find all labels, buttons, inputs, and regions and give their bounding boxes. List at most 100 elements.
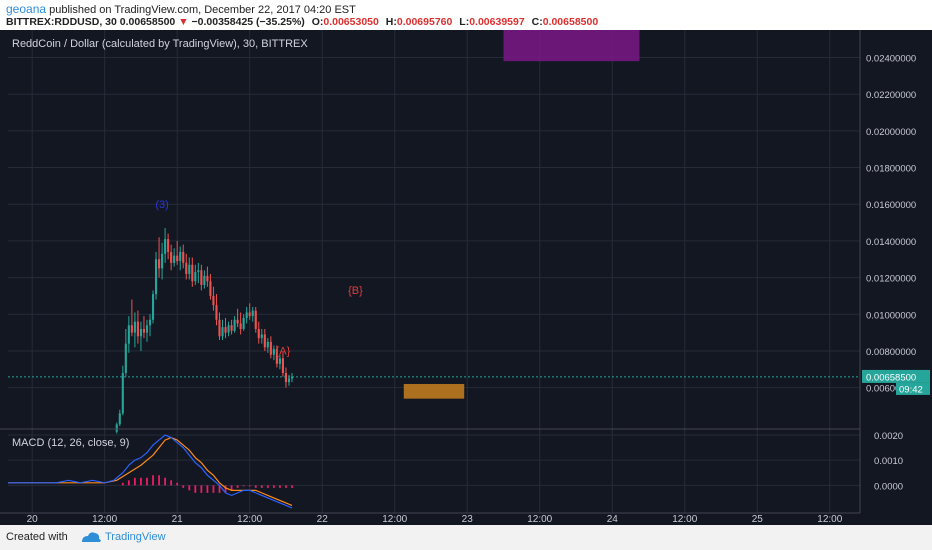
- author-link[interactable]: geoana: [6, 2, 46, 16]
- time-tick-label: 22: [317, 514, 329, 525]
- candle-body: [203, 276, 205, 285]
- candle-body: [258, 329, 260, 338]
- price-tick-label: 0.00800000: [866, 347, 916, 358]
- wave-label: {A}: [276, 346, 291, 358]
- candle-body: [209, 281, 211, 296]
- candle-body: [194, 272, 196, 281]
- macd-histogram-bar: [243, 485, 245, 486]
- candle-body: [234, 320, 236, 331]
- created-with-text: Created with: [6, 531, 68, 543]
- price-tick-label: 0.02000000: [866, 127, 916, 138]
- candle-body: [279, 358, 281, 364]
- candle-body: [255, 311, 257, 329]
- down-arrow-icon: ▼: [178, 16, 188, 28]
- candle-body: [188, 265, 190, 274]
- time-tick-label: 24: [607, 514, 619, 525]
- candle-body: [288, 378, 290, 382]
- candle-body: [224, 327, 226, 333]
- macd-histogram-bar: [200, 485, 202, 493]
- tradingview-logo-icon[interactable]: [80, 528, 102, 549]
- candle-body: [116, 424, 118, 431]
- support-zone: [404, 384, 464, 399]
- candle-body: [167, 239, 169, 252]
- macd-histogram-bar: [188, 485, 190, 490]
- candle-body: [212, 296, 214, 305]
- candle-body: [185, 263, 187, 274]
- candle-body: [149, 320, 151, 326]
- candle-body: [152, 294, 154, 320]
- tradingview-brand[interactable]: TradingView: [105, 531, 166, 543]
- time-tick-label: 25: [752, 514, 764, 525]
- publish-line: geoana published on TradingView.com, Dec…: [6, 2, 356, 16]
- time-tick-label: 12:00: [92, 514, 117, 525]
- close-label: C:: [532, 16, 543, 28]
- publish-info: published on TradingView.com, December 2…: [46, 4, 356, 16]
- candle-body: [231, 325, 233, 331]
- macd-histogram-bar: [134, 478, 136, 486]
- high-label: H:: [386, 16, 397, 28]
- candle-body: [197, 270, 199, 272]
- time-tick-label: 20: [27, 514, 39, 525]
- candle-body: [122, 373, 124, 413]
- candle-body: [221, 327, 223, 336]
- chart-header: geoana published on TradingView.com, Dec…: [0, 0, 932, 30]
- macd-histogram-bar: [164, 478, 166, 486]
- macd-histogram-bar: [213, 485, 215, 493]
- candle-body: [146, 325, 148, 332]
- close-value: 0.00658500: [543, 16, 598, 28]
- low-value: 0.00639597: [469, 16, 524, 28]
- candle-body: [206, 276, 208, 282]
- candle-body: [131, 325, 133, 332]
- candle-body: [246, 312, 248, 318]
- candle-body: [227, 325, 229, 332]
- candle-body: [143, 329, 145, 333]
- candle-body: [267, 342, 269, 348]
- candle-body: [176, 256, 178, 262]
- macd-tick-label: 0.0000: [874, 481, 903, 492]
- candle-body: [140, 329, 142, 336]
- price-tick-label: 0.01000000: [866, 310, 916, 321]
- candle-body: [285, 373, 287, 382]
- price-change: −0.00358425 (−35.25%): [192, 16, 305, 28]
- time-tick-label: 12:00: [527, 514, 552, 525]
- macd-histogram-bar: [267, 485, 269, 488]
- time-tick-label: 23: [462, 514, 474, 525]
- macd-tick-label: 0.0010: [874, 456, 903, 467]
- candle-body: [243, 318, 245, 329]
- macd-histogram-bar: [194, 485, 196, 493]
- price-tick-label: 0.01200000: [866, 274, 916, 285]
- chart-area[interactable]: (3) {B} {A} 0.00600000 0.00800000 0.01000000…: [0, 30, 932, 525]
- macd-histogram-bar: [146, 478, 148, 486]
- macd-histogram-bar: [152, 475, 154, 485]
- open-label: O:: [312, 16, 324, 28]
- open-value: 0.00653050: [323, 16, 378, 28]
- price-tick-label: 0.01800000: [866, 164, 916, 175]
- price-tick-label: 0.02400000: [866, 54, 916, 65]
- time-tick-label: 12:00: [817, 514, 842, 525]
- macd-histogram-bar: [128, 480, 130, 485]
- candle-body: [264, 334, 266, 347]
- last-price-label: 0.00658500: [866, 372, 916, 383]
- symbol-label: BITTREX:RDDUSD, 30: [6, 16, 117, 28]
- chart-title: ReddCoin / Dollar (calculated by Trading…: [12, 38, 308, 50]
- macd-histogram-bar: [158, 475, 160, 485]
- candle-body: [125, 344, 127, 373]
- candle-body: [155, 259, 157, 294]
- candle-body: [252, 311, 254, 317]
- time-tick-label: 12:00: [237, 514, 262, 525]
- time-tick-label: 21: [172, 514, 184, 525]
- macd-histogram-bar: [279, 485, 281, 488]
- target-zone: [503, 30, 639, 61]
- macd-histogram-bar: [122, 483, 124, 486]
- candle-body: [134, 322, 136, 333]
- candle-body: [240, 323, 242, 329]
- candle-body: [215, 305, 217, 320]
- candle-body: [182, 252, 184, 263]
- macd-histogram-bar: [140, 478, 142, 486]
- price-tick-label: 0.01400000: [866, 237, 916, 248]
- candle-body: [179, 252, 181, 261]
- candle-body: [119, 413, 121, 424]
- candle-body: [164, 239, 166, 254]
- candle-body: [200, 270, 202, 285]
- candle-body: [237, 320, 239, 324]
